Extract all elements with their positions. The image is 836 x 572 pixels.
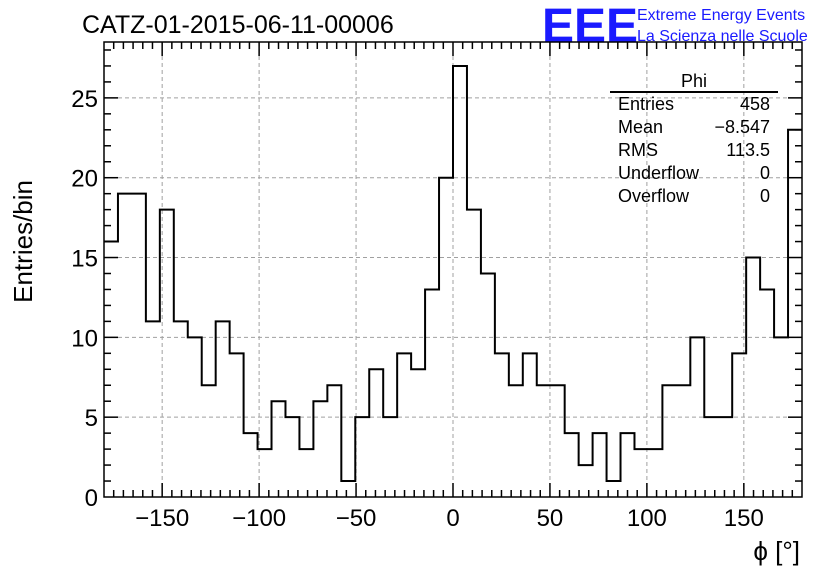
y-axis-title: Entries/bin xyxy=(8,180,38,303)
stats-value: 113.5 xyxy=(726,140,770,160)
logo-subtitle-line1: Extreme Energy Events xyxy=(637,7,805,24)
y-tick-labels: 0 5 10 15 20 25 xyxy=(71,86,98,512)
stats-value: 0 xyxy=(760,186,770,206)
x-axis-title: ϕ [°] xyxy=(753,536,800,566)
stats-label: Underflow xyxy=(618,163,700,183)
stats-label: Entries xyxy=(618,94,674,114)
stats-label: Mean xyxy=(618,117,663,137)
x-tick-label: 50 xyxy=(537,505,564,532)
x-tick-label: 100 xyxy=(627,505,667,532)
y-tick-label: 5 xyxy=(85,405,98,432)
x-tick-label: 150 xyxy=(724,505,764,532)
stats-box: Phi Entries 458 Mean −8.547 RMS 113.5 Underflo… xyxy=(610,71,778,206)
stats-label: RMS xyxy=(618,140,658,160)
y-tick-label: 0 xyxy=(85,485,98,512)
x-tick-label: −150 xyxy=(135,505,189,532)
eee-logo: EEE xyxy=(542,0,638,53)
stats-value: −8.547 xyxy=(714,117,770,137)
y-tick-label: 25 xyxy=(71,86,98,113)
axis-ticks xyxy=(104,42,802,497)
stats-rows: Entries 458 Mean −8.547 RMS 113.5 Underflow 0 Ov… xyxy=(618,94,770,206)
stats-value: 0 xyxy=(760,163,770,183)
histogram-line xyxy=(104,64,802,483)
y-tick-label: 15 xyxy=(71,246,98,273)
x-tick-label: 0 xyxy=(446,505,459,532)
x-tick-label: −100 xyxy=(232,505,286,532)
grid-lines xyxy=(104,42,802,497)
x-tick-label: −50 xyxy=(336,505,377,532)
y-tick-label: 20 xyxy=(71,166,98,193)
x-tick-labels: −150 −100 −50 0 50 100 150 xyxy=(135,505,764,532)
stats-label: Overflow xyxy=(618,186,690,206)
y-tick-label: 10 xyxy=(71,325,98,352)
logo-subtitle-line2: La Scienza nelle Scuole xyxy=(637,28,808,45)
stats-value: 458 xyxy=(740,94,770,114)
stats-box-name: Phi xyxy=(681,71,707,91)
chart-title: CATZ-01-2015-06-11-00006 xyxy=(82,11,394,39)
